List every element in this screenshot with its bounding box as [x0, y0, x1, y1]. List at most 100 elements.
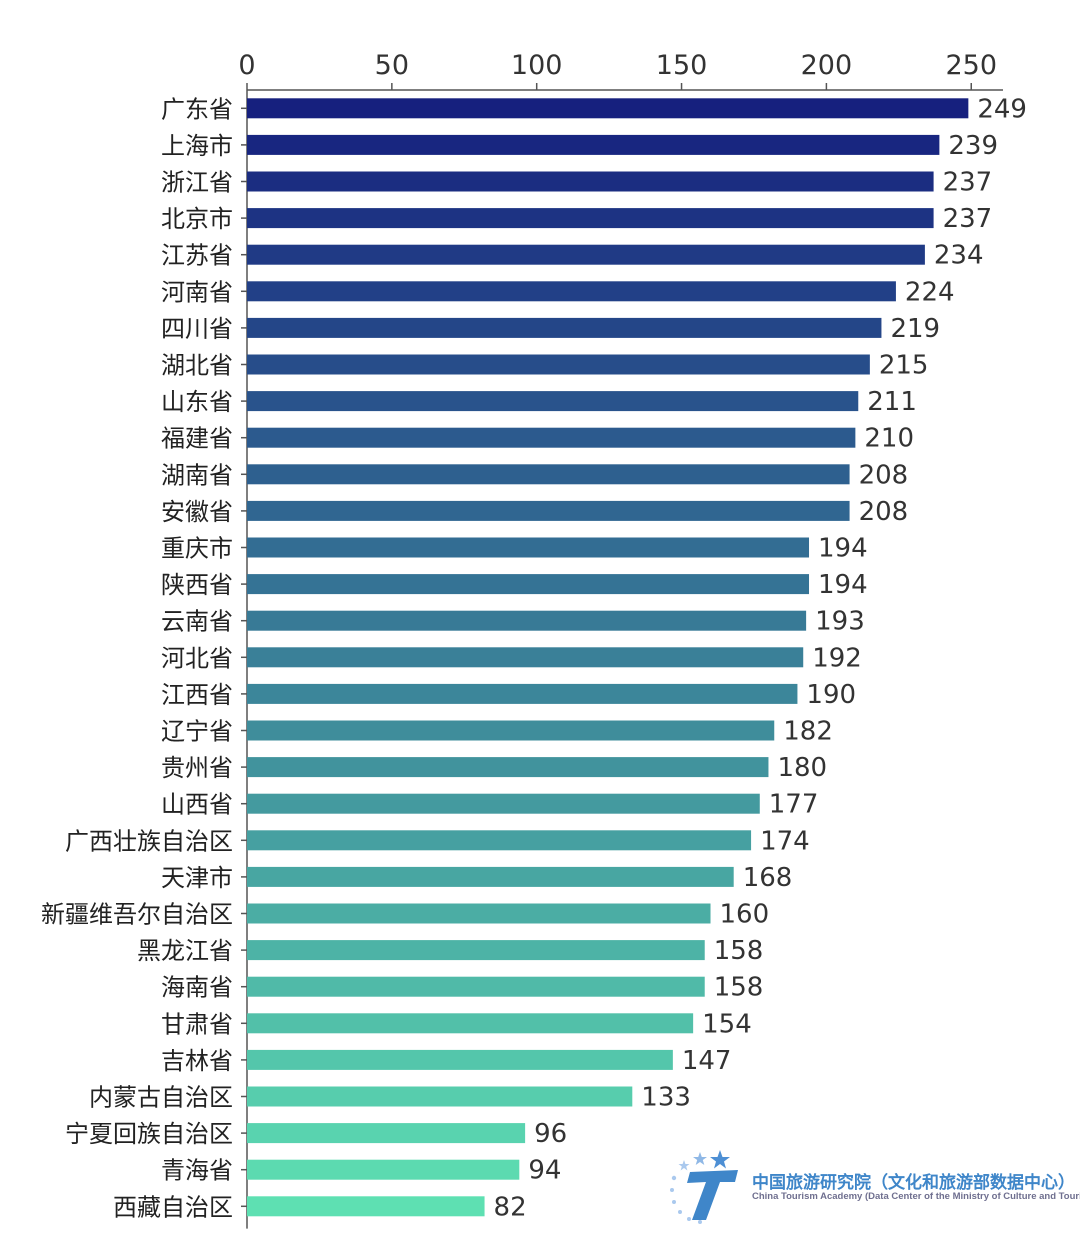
bar [247, 427, 856, 448]
value-label: 239 [948, 131, 998, 161]
value-label: 158 [714, 936, 764, 966]
value-label: 192 [812, 643, 862, 673]
bar [247, 1086, 633, 1107]
cta-emblem-icon [670, 1150, 738, 1224]
bar [247, 903, 711, 924]
x-tick-label: 150 [656, 50, 708, 81]
category-label: 河北省 [161, 644, 233, 672]
category-label: 上海市 [161, 132, 233, 160]
category-label: 山西省 [161, 791, 233, 819]
bar [247, 610, 807, 631]
value-label: 194 [818, 534, 868, 564]
value-label: 82 [494, 1192, 527, 1222]
category-label: 西藏自治区 [113, 1193, 233, 1221]
bar [247, 1013, 694, 1034]
bar [247, 1049, 673, 1070]
category-label: 陕西省 [161, 571, 233, 599]
value-label: 211 [867, 387, 917, 417]
bar [247, 976, 705, 997]
logo-english-text: China Tourism Academy (Data Center of th… [752, 1191, 1080, 1202]
bar [247, 1123, 526, 1144]
bar [247, 866, 734, 887]
value-label: 219 [890, 314, 940, 344]
category-label: 安徽省 [161, 498, 233, 526]
category-label: 内蒙古自治区 [89, 1084, 233, 1112]
value-label: 147 [682, 1046, 732, 1076]
value-label: 208 [859, 460, 909, 490]
bar [247, 1196, 485, 1217]
value-label: 237 [943, 168, 993, 198]
bar [247, 830, 752, 851]
bar [247, 171, 934, 192]
category-label: 福建省 [161, 425, 233, 453]
value-label: 168 [743, 863, 793, 893]
category-label: 广西壮族自治区 [65, 827, 233, 855]
x-tick-label: 250 [945, 50, 997, 81]
bar [247, 244, 925, 265]
category-label: 广东省 [161, 95, 233, 123]
value-label: 249 [977, 94, 1027, 124]
value-labels: 249 239 237 237 234 224 219 215 211 210 208 208 194 1… [494, 94, 1027, 1222]
bar [247, 574, 810, 595]
category-label: 四川省 [161, 315, 233, 343]
bar [247, 537, 810, 558]
cta-logo: 中国旅游研究院（文化和旅游部数据中心） China Tourism Academ… [664, 1146, 1080, 1226]
value-label: 160 [720, 900, 770, 930]
bar [247, 281, 896, 302]
category-labels: 广东省上海市浙江省北京市江苏省河南省四川省湖北省山东省福建省湖南省安徽省重庆市陕… [41, 95, 233, 1221]
value-label: 96 [534, 1119, 567, 1149]
value-label: 210 [864, 424, 914, 454]
category-label: 湖南省 [161, 461, 233, 489]
category-label: 重庆市 [161, 535, 233, 563]
category-label: 黑龙江省 [137, 937, 233, 965]
category-label: 青海省 [161, 1157, 233, 1185]
value-label: 224 [905, 277, 955, 307]
bar [247, 464, 850, 485]
bars-group [247, 98, 969, 1217]
bar [247, 134, 940, 155]
x-tick-label: 0 [238, 50, 255, 81]
value-label: 133 [641, 1083, 691, 1113]
x-tick-label: 100 [511, 50, 563, 81]
value-label: 215 [879, 351, 929, 381]
value-label: 193 [815, 607, 865, 637]
value-label: 194 [818, 570, 868, 600]
x-axis: 0 50 100 150 200 250 [238, 50, 1003, 91]
category-label: 江苏省 [161, 242, 233, 270]
category-label: 江西省 [161, 681, 233, 709]
value-label: 237 [943, 204, 993, 234]
category-label: 辽宁省 [161, 718, 233, 746]
value-label: 182 [783, 717, 833, 747]
bar [247, 391, 859, 412]
category-label: 贵州省 [161, 754, 233, 782]
category-label: 河南省 [161, 278, 233, 306]
bar [247, 647, 804, 668]
category-label: 云南省 [161, 608, 233, 636]
value-label: 180 [777, 753, 827, 783]
value-label: 208 [859, 497, 909, 527]
category-label: 新疆维吾尔自治区 [41, 901, 233, 929]
category-label: 山东省 [161, 388, 233, 416]
bar [247, 757, 769, 778]
bar [247, 940, 705, 961]
category-label: 甘肃省 [161, 1010, 233, 1038]
value-label: 234 [934, 241, 984, 271]
value-label: 190 [806, 680, 856, 710]
bar [247, 98, 969, 119]
bar [247, 720, 775, 741]
value-label: 158 [714, 973, 764, 1003]
y-axis [241, 90, 248, 1229]
x-tick-label: 200 [801, 50, 853, 81]
category-label: 北京市 [161, 205, 233, 233]
category-label: 海南省 [161, 974, 233, 1002]
bar [247, 208, 934, 229]
bar [247, 317, 882, 338]
value-label: 94 [528, 1156, 561, 1186]
value-label: 174 [760, 826, 810, 856]
bar [247, 1159, 520, 1180]
x-tick-label: 50 [375, 50, 409, 81]
category-label: 吉林省 [161, 1047, 233, 1075]
category-label: 浙江省 [161, 169, 233, 197]
logo-chinese-text: 中国旅游研究院（文化和旅游部数据中心） [752, 1173, 1075, 1193]
